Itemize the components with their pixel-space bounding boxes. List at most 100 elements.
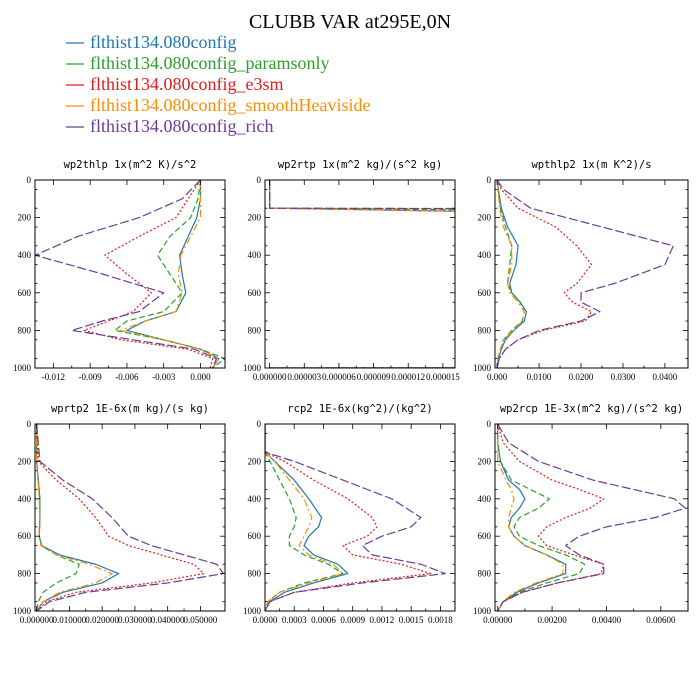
x-tick-label: 0.00000	[483, 615, 513, 625]
x-tick-label: -0.012	[42, 372, 65, 382]
series-line	[36, 424, 113, 611]
panels: wp2thlp 1x(m^2 K)/s^2 0 200 400 600 800 1000 -0…	[13, 159, 689, 625]
series-line	[265, 424, 432, 611]
series-line	[35, 180, 218, 368]
y-tick-label: 1000	[243, 606, 262, 616]
series-line	[497, 424, 686, 611]
series-group	[496, 180, 674, 368]
series-group	[497, 424, 686, 611]
x-tick-label: 0.000	[190, 372, 211, 382]
panel: rcp2 1E-6x(kg^2)/(kg^2) 0 200 400 600 800 1000…	[243, 403, 456, 625]
plot-frame	[264, 423, 456, 612]
y-tick-label: 0	[487, 419, 492, 429]
x-tick-label: 0.050000	[184, 615, 218, 625]
y-tick-label: 800	[18, 325, 32, 335]
series-line	[120, 180, 220, 368]
figure-title: CLUBB VAR at295E,0N	[249, 11, 451, 33]
y-tick-label: 0	[487, 175, 492, 185]
y-tick-label: 400	[248, 494, 262, 504]
panel-title: wp2rtp 1x(m^2 kg)/(s^2 kg)	[278, 159, 442, 171]
x-tick-label: 0.000000	[253, 372, 287, 382]
series-line	[36, 424, 80, 611]
x-tick-label: 0.0006	[311, 615, 336, 625]
series-line	[497, 424, 564, 611]
series-line	[265, 424, 344, 611]
legend-label: flthist134.080config	[90, 32, 237, 52]
series-line	[36, 424, 205, 611]
x-tick-label: 0.040000	[151, 615, 185, 625]
y-tick-label: 1000	[473, 363, 492, 373]
y-tick-label: 400	[18, 250, 32, 260]
legend-label: flthist134.080config_rich	[90, 116, 273, 136]
y-tick-label: 0	[257, 175, 262, 185]
legend-entry: flthist134.080config_paramsonly	[66, 53, 329, 73]
y-tick-label: 800	[248, 569, 262, 579]
series-group	[35, 180, 225, 368]
panel-title: wp2thlp 1x(m^2 K)/s^2	[64, 159, 197, 171]
y-tick-label: 800	[248, 325, 262, 335]
plot-frame	[494, 423, 689, 612]
y-tick-label: 200	[248, 213, 262, 223]
y-tick-label: 400	[248, 250, 262, 260]
plot-frame	[264, 179, 456, 369]
series-line	[126, 180, 220, 368]
x-tick-label: 0.020000	[85, 615, 119, 625]
y-tick-label: 600	[248, 288, 262, 298]
legend-entry: flthist134.080config_e3sm	[66, 74, 283, 94]
x-tick-label: 0.000015	[426, 372, 460, 382]
y-tick-label: 0	[257, 419, 262, 429]
x-tick-label: 0.0400	[653, 372, 678, 382]
x-tick-label: 0.0000	[253, 615, 278, 625]
y-tick-label: 200	[18, 456, 32, 466]
x-tick-label: 0.0200	[569, 372, 594, 382]
panel: wp2thlp 1x(m^2 K)/s^2 0 200 400 600 800 1000 -0…	[13, 159, 226, 382]
x-tick-label: 0.0012	[370, 615, 395, 625]
x-tick-label: 0.010000	[53, 615, 87, 625]
series-line	[496, 180, 674, 368]
plot-frame	[34, 423, 226, 612]
y-tick-label: 1000	[243, 363, 262, 373]
x-tick-label: 0.000000	[20, 615, 54, 625]
panel: wp2rtp 1x(m^2 kg)/(s^2 kg) 0 200 400 600 800 1…	[243, 159, 460, 382]
legend-entry: flthist134.080config	[66, 32, 237, 52]
series-line	[496, 180, 528, 368]
series-line	[36, 424, 224, 611]
legend: flthist134.080configflthist134.080config…	[66, 32, 370, 136]
x-tick-label: 0.0300	[611, 372, 636, 382]
y-tick-label: 200	[248, 456, 262, 466]
legend-label: flthist134.080config_smoothHeaviside	[90, 95, 370, 115]
y-tick-label: 800	[18, 569, 32, 579]
panel-title: wp2rcp 1E-3x(m^2 kg)/(s^2 kg)	[500, 403, 683, 415]
y-tick-label: 600	[478, 531, 492, 541]
x-tick-label: 0.00600	[646, 615, 676, 625]
y-tick-label: 0	[27, 175, 32, 185]
x-tick-label: 0.0015	[399, 615, 424, 625]
y-tick-label: 200	[478, 213, 492, 223]
panel-title: wpthlp2 1x(m K^2)/s	[531, 159, 651, 171]
x-tick-label: 0.00400	[592, 615, 622, 625]
x-tick-label: 0.00200	[537, 615, 567, 625]
plot-frame	[494, 179, 689, 369]
legend-label: flthist134.080config_paramsonly	[90, 53, 329, 73]
y-tick-label: 600	[18, 288, 32, 298]
panel-title: wprtp2 1E-6x(m kg)/(s kg)	[51, 403, 209, 415]
y-tick-label: 400	[478, 494, 492, 504]
x-tick-label: -0.006	[115, 372, 139, 382]
y-tick-label: 600	[478, 288, 492, 298]
y-tick-label: 400	[478, 250, 492, 260]
series-group	[265, 424, 446, 611]
series-line	[114, 180, 225, 368]
panel: wp2rcp 1E-3x(m^2 kg)/(s^2 kg) 0 200 400 600 8…	[473, 403, 689, 625]
x-tick-label: 0.030000	[118, 615, 152, 625]
x-tick-label: 0.000003	[287, 372, 321, 382]
series-group	[36, 424, 224, 611]
y-tick-label: 800	[478, 325, 492, 335]
series-line	[497, 424, 567, 611]
y-tick-label: 600	[18, 531, 32, 541]
series-group	[269, 180, 455, 368]
legend-label: flthist134.080config_e3sm	[90, 74, 283, 94]
y-tick-label: 1000	[13, 606, 32, 616]
panel: wprtp2 1E-6x(m kg)/(s kg) 0 200 400 600 800 10…	[13, 403, 226, 625]
series-line	[496, 180, 593, 368]
y-tick-label: 800	[478, 569, 492, 579]
